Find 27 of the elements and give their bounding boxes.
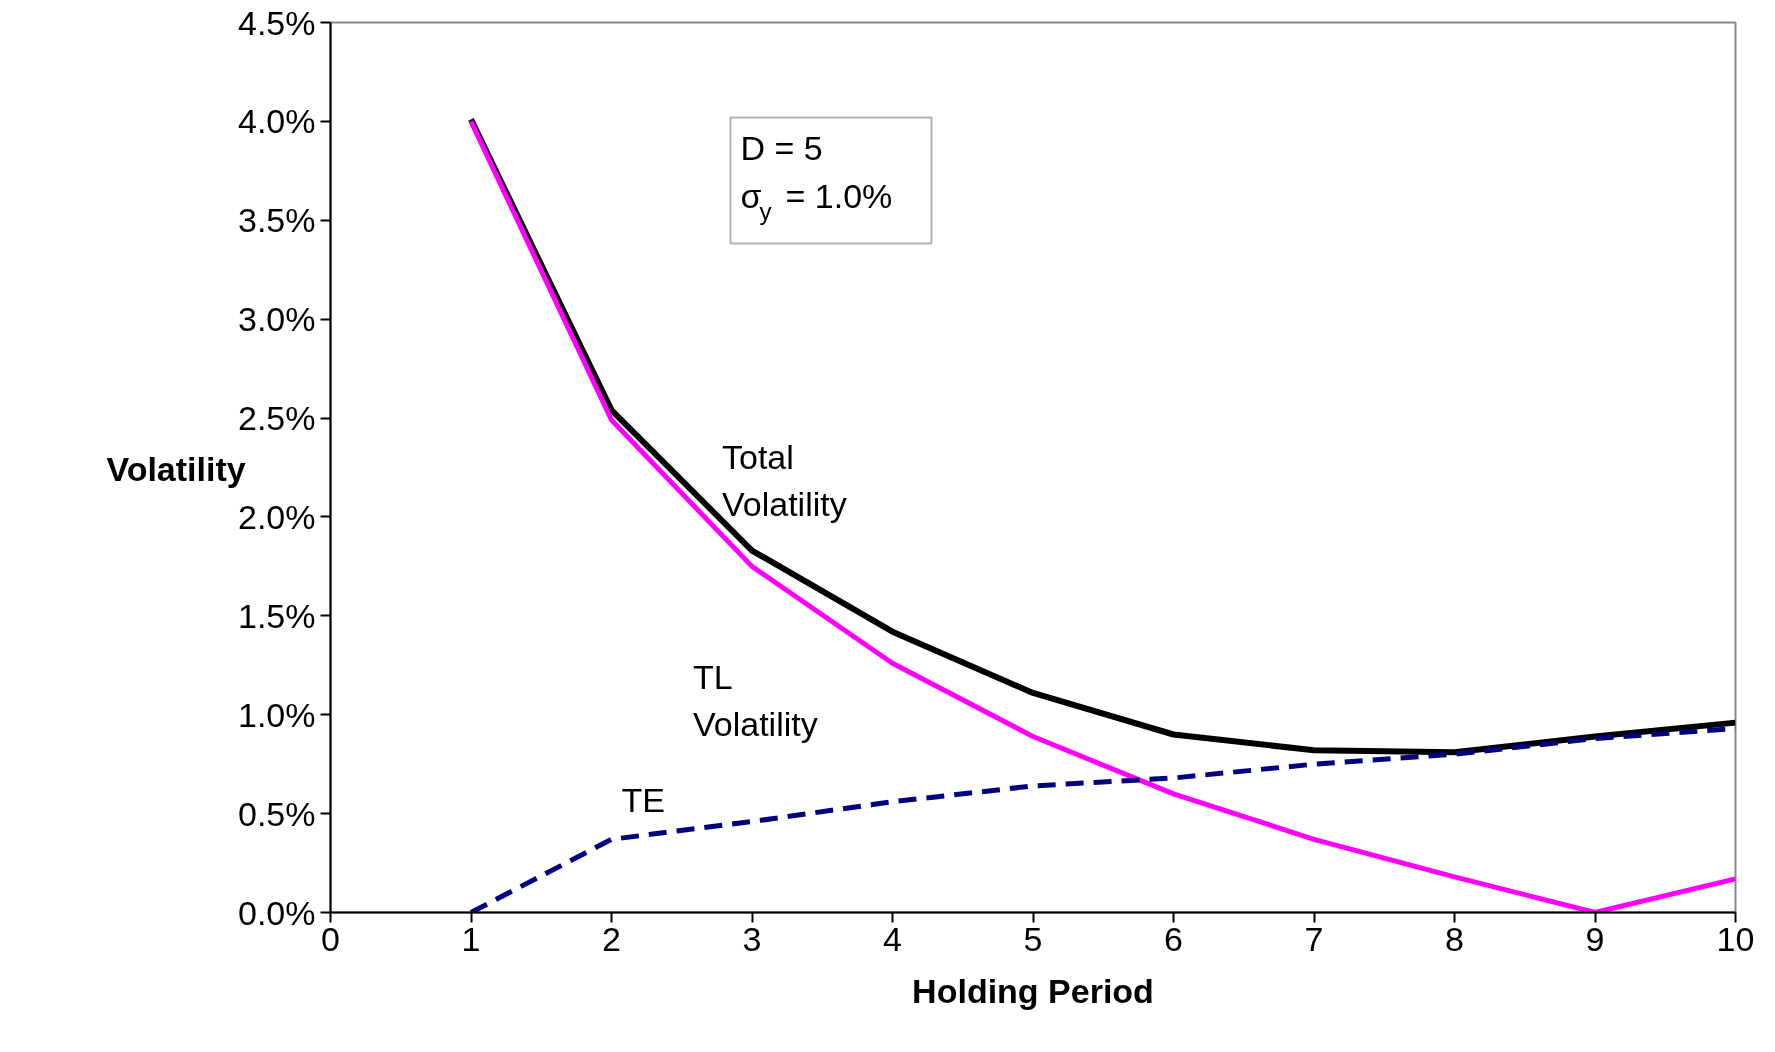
x-tick-label: 10	[1716, 919, 1755, 958]
y-tick-label: 0.0%	[238, 893, 316, 932]
annotation: D = 5	[740, 128, 823, 167]
y-tick-label: 1.0%	[238, 695, 316, 734]
x-tick-label: 0	[321, 919, 340, 958]
y-tick-label: 2.5%	[238, 399, 316, 438]
x-tick-label: 2	[602, 919, 621, 958]
y-tick-label: 0.5%	[238, 794, 316, 833]
x-tick-label: 8	[1445, 919, 1464, 958]
y-tick-label: 2.0%	[238, 497, 316, 536]
series-label: Total Volatility	[722, 437, 847, 523]
y-tick-label: 1.5%	[238, 596, 316, 635]
series-label: TE	[621, 781, 665, 820]
y-tick-label: 3.5%	[238, 201, 316, 240]
series-label: TL Volatility	[693, 658, 818, 744]
x-tick-label: 6	[1164, 919, 1183, 958]
x-tick-label: 1	[461, 919, 481, 958]
x-tick-label: 9	[1585, 919, 1605, 958]
x-tick-label: 7	[1304, 919, 1324, 958]
y-tick-label: 3.0%	[238, 300, 316, 339]
x-tick-label: 4	[883, 919, 902, 958]
x-tick-label: 3	[742, 919, 762, 958]
y-axis-title: Volatility	[106, 449, 246, 488]
x-tick-label: 5	[1023, 919, 1043, 958]
x-axis-title: Holding Period	[912, 971, 1154, 1010]
y-tick-label: 4.5%	[238, 3, 316, 42]
y-tick-label: 4.0%	[238, 102, 316, 141]
